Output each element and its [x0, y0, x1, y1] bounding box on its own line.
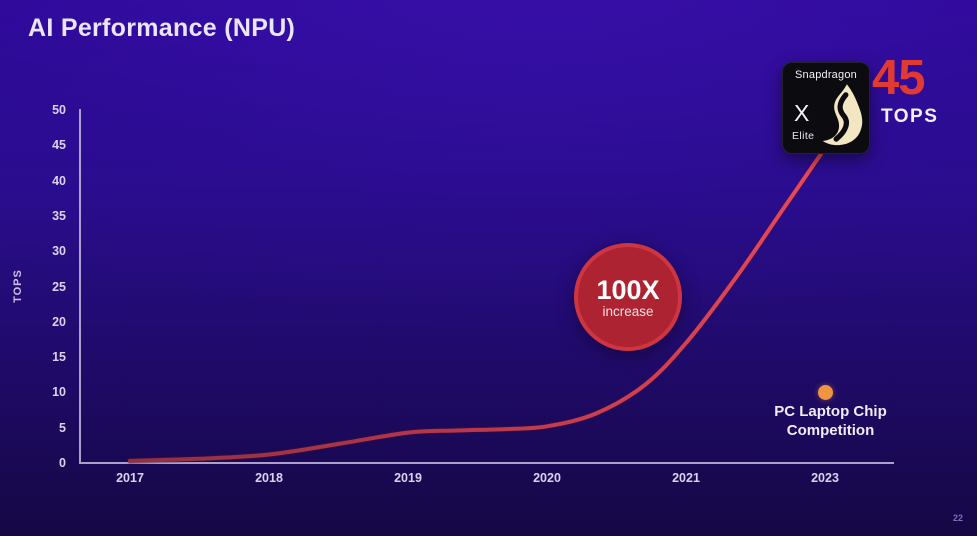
- x-tick-label: 2018: [255, 471, 283, 485]
- y-tick-label: 5: [59, 420, 66, 435]
- page-number: 22: [952, 513, 963, 523]
- competition-label-line1: PC Laptop Chip: [774, 403, 887, 420]
- headline-tops-value: 45: [872, 51, 926, 105]
- competition-label: PC Laptop Chip Competition: [743, 402, 918, 440]
- y-tick-label: 15: [52, 350, 66, 365]
- badge-brand-label: Snapdragon: [795, 69, 857, 81]
- y-tick-label: 10: [52, 385, 66, 400]
- badge-model-label: X: [794, 100, 810, 126]
- headline-tops-unit: TOPS: [881, 106, 939, 127]
- badge-tier-label: Elite: [792, 130, 815, 142]
- y-tick-label: 40: [52, 173, 66, 188]
- competition-data-point: [817, 384, 833, 400]
- performance-curve: [128, 146, 827, 463]
- page-title: AI Performance (NPU): [28, 14, 296, 42]
- y-tick-label: 0: [59, 456, 66, 470]
- callout-100x-circle: 100X increase: [574, 243, 682, 351]
- x-tick-label: 2017: [116, 471, 144, 485]
- axis-lines: [79, 109, 894, 464]
- y-tick-label: 35: [52, 208, 66, 223]
- callout-value: 100X: [596, 274, 660, 305]
- x-tick-label: 2019: [394, 471, 422, 485]
- x-tick-label: 2021: [672, 471, 700, 485]
- y-tick-label: 50: [52, 103, 66, 117]
- y-tick-label: 20: [52, 314, 66, 329]
- y-tick-label: 25: [52, 279, 66, 294]
- x-tick-label: 2020: [533, 471, 561, 485]
- y-axis-title: TOPS: [12, 269, 24, 303]
- callout-label: increase: [602, 303, 654, 319]
- performance-curve-shadow: [127, 145, 828, 464]
- snapdragon-badge: Snapdragon X Elite: [782, 62, 870, 154]
- snapdragon-flame-icon: [822, 84, 863, 146]
- y-tick-label: 30: [52, 244, 66, 259]
- y-tick-label: 45: [52, 138, 66, 153]
- competition-label-line2: Competition: [786, 422, 875, 439]
- x-tick-label: 2023: [811, 471, 839, 485]
